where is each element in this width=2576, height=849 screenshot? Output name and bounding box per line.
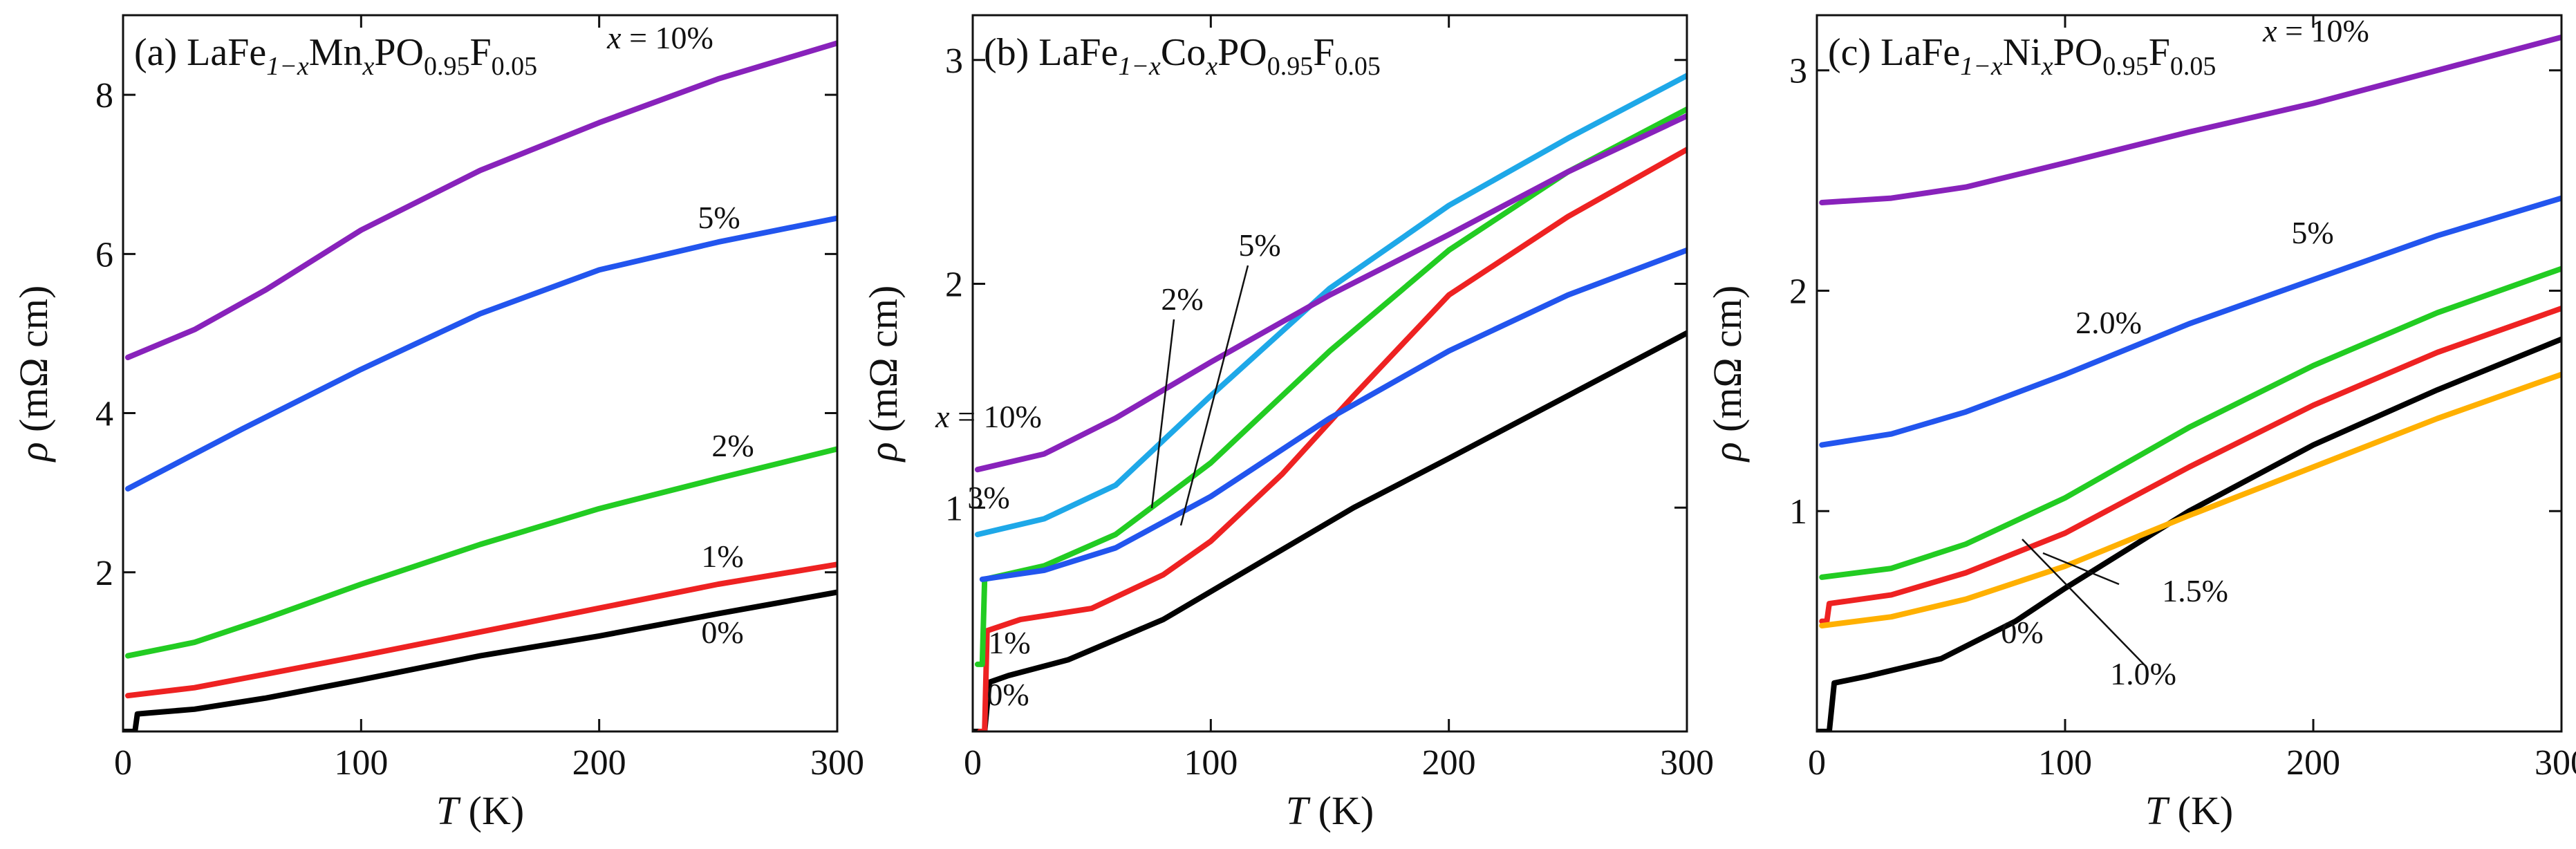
- series-line-10-pct: [124, 40, 837, 360]
- series-line-2-0-pct: [1819, 265, 2561, 580]
- series-label: 2.0%: [2075, 305, 2142, 340]
- series-line-10-pct: [1819, 34, 2561, 205]
- series-label: 1.0%: [2110, 656, 2176, 691]
- series-line-2-pct: [974, 106, 1687, 667]
- leader-line: [1150, 319, 1175, 509]
- panel-title: (c) LaFe1−xNixPO0.95F0.05: [1828, 31, 2216, 81]
- series-line-5-pct: [1819, 195, 2561, 448]
- series-line-0-pct: [973, 330, 1687, 731]
- series-line-1-0-pct: [1819, 306, 2561, 624]
- series-line-0-pct: [1817, 336, 2561, 731]
- series-line-0-pct: [123, 589, 837, 731]
- x-tick-label: 100: [1184, 743, 1238, 783]
- series-label: x = 10%: [606, 20, 713, 55]
- panel-a: 0 100 200 300 2 4 6 8 T (K) ρ (mΩ cm) (a) LaFe1−xM…: [11, 14, 864, 833]
- panel-title: (b) LaFe1−xCoxPO0.95F0.05: [984, 31, 1381, 81]
- plot-frame: [1816, 14, 2563, 733]
- annotation-label: 2%: [1161, 281, 1203, 317]
- series-label: 3%: [967, 480, 1009, 515]
- series-line-1-pct: [977, 147, 1687, 731]
- series-label: 0%: [987, 677, 1029, 712]
- series-line-3-pct: [974, 73, 1687, 538]
- y-axis-title: ρ (mΩ cm): [1705, 286, 1750, 463]
- y-tick-label: 2: [95, 554, 113, 593]
- series-line-2-pct: [124, 446, 837, 659]
- x-tick-label: 100: [334, 743, 388, 783]
- series-label: 5%: [698, 200, 740, 235]
- leader-line: [1179, 265, 1249, 526]
- series-label: 2%: [711, 428, 754, 463]
- y-axis-title: ρ (mΩ cm): [861, 286, 906, 463]
- y-tick-label: 3: [1789, 52, 1807, 91]
- y-tick-label: 6: [95, 235, 113, 274]
- leader-line: [2022, 539, 2147, 668]
- series-label: x = 10%: [935, 399, 1042, 434]
- x-axis-title: T (K): [436, 788, 524, 833]
- series-line-1-5-pct: [1819, 371, 2561, 628]
- x-tick-label: 0: [964, 743, 982, 783]
- x-tick-label: 200: [1422, 743, 1476, 783]
- series-line-5-pct: [124, 215, 837, 492]
- series-label: 0%: [2001, 615, 2043, 650]
- y-tick-label: 4: [95, 395, 113, 434]
- x-axis-title: T (K): [1286, 788, 1374, 833]
- y-tick-label: 1: [1789, 492, 1807, 532]
- y-tick-label: 8: [95, 76, 113, 115]
- leader-line: [2042, 552, 2120, 586]
- series-label: 5%: [2291, 215, 2333, 250]
- y-tick-label: 2: [945, 265, 963, 305]
- panel-title: (a) LaFe1−xMnxPO0.95F0.05: [134, 31, 537, 81]
- series-label: 0%: [701, 615, 743, 650]
- x-tick-label: 300: [1660, 743, 1714, 783]
- x-tick-label: 200: [2286, 743, 2340, 783]
- series-label: x = 10%: [2262, 13, 2369, 48]
- y-tick-label: 3: [945, 41, 963, 81]
- panel-c: 0 100 200 300 1 2 3 T (K) ρ (mΩ cm) (c) LaFe1−xNi…: [1705, 13, 2576, 833]
- y-axis-title: ρ (mΩ cm): [11, 286, 56, 463]
- series-line-1-pct: [124, 561, 837, 699]
- x-tick-label: 100: [2038, 743, 2092, 783]
- y-tick-label: 2: [1789, 272, 1807, 311]
- panel-b: 0 100 200 300 1 2 3 T (K) ρ (mΩ cm) (b) LaFe1−xCo…: [861, 14, 1714, 833]
- plot-frame: [971, 14, 1688, 733]
- series-label: 1.5%: [2162, 573, 2228, 608]
- y-tick-label: 1: [945, 489, 963, 528]
- plot-frame: [122, 14, 839, 733]
- series-label: 1%: [701, 539, 743, 574]
- series-label: 1%: [988, 625, 1030, 660]
- annotation-label: 5%: [1238, 227, 1280, 263]
- series-line-10-pct: [974, 113, 1687, 473]
- series-line-5-pct: [979, 247, 1687, 582]
- x-tick-label: 0: [114, 743, 132, 783]
- x-tick-label: 0: [1808, 743, 1826, 783]
- x-axis-title: T (K): [2145, 788, 2233, 833]
- x-tick-label: 300: [2535, 743, 2576, 783]
- x-tick-label: 200: [572, 743, 626, 783]
- x-tick-label: 300: [810, 743, 864, 783]
